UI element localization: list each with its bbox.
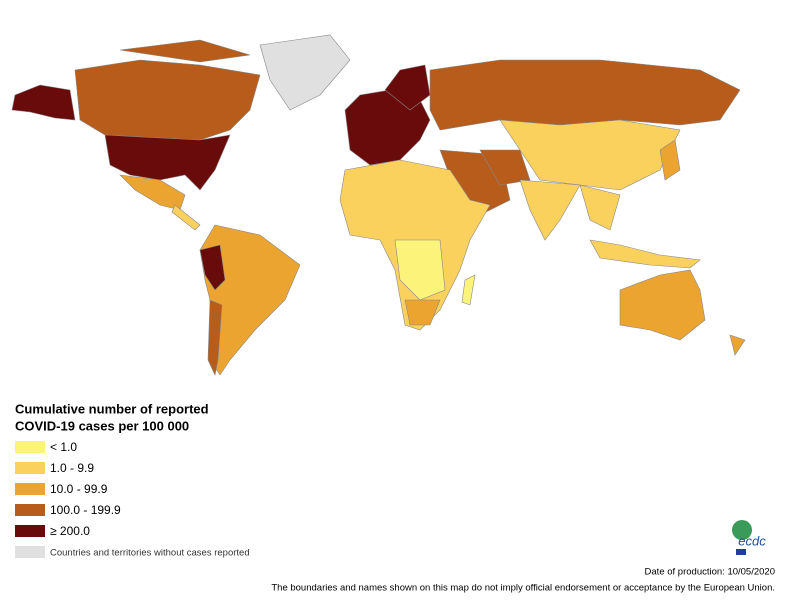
- region: [619, 269, 706, 341]
- region: [479, 149, 531, 186]
- legend-swatch: [15, 483, 45, 495]
- legend-label: ≥ 200.0: [50, 524, 90, 538]
- region: [119, 39, 251, 63]
- eu-flag: [736, 549, 746, 555]
- region: [429, 59, 741, 131]
- logo-globe: [732, 520, 752, 540]
- region: [659, 139, 681, 181]
- logo: ecdc: [732, 520, 766, 555]
- region: [384, 64, 431, 111]
- legend-swatch: [15, 441, 45, 453]
- region: [74, 59, 261, 141]
- region: [499, 119, 681, 191]
- legend-swatch: [15, 525, 45, 537]
- legend-title: Cumulative number of reported: [15, 401, 209, 416]
- region: [589, 239, 701, 269]
- region: [199, 224, 301, 376]
- legend-swatch: [15, 462, 45, 474]
- region: [394, 239, 446, 301]
- region: [207, 299, 223, 376]
- legend: Cumulative number of reported COVID-19 c…: [15, 401, 250, 559]
- legend-title: COVID-19 cases per 100 000: [15, 418, 189, 433]
- region: [729, 334, 746, 356]
- region: [104, 134, 231, 191]
- legend-label: 10.0 - 99.9: [50, 482, 108, 496]
- production-date: Date of production: 10/05/2020: [645, 567, 775, 578]
- region: [259, 34, 351, 111]
- disclaimer: The boundaries and names shown on this m…: [271, 583, 775, 594]
- legend-label: < 1.0: [50, 440, 77, 454]
- logo-text: ecdc: [738, 533, 766, 548]
- region: [119, 174, 186, 211]
- legend-swatch: [15, 546, 45, 558]
- legend-swatch: [15, 504, 45, 516]
- region: [461, 274, 476, 306]
- world-map: [11, 34, 746, 376]
- region: [404, 299, 441, 326]
- region: [199, 244, 226, 291]
- legend-label: 100.0 - 199.9: [50, 503, 121, 517]
- region: [579, 184, 621, 231]
- region: [171, 204, 201, 231]
- region: [519, 179, 581, 241]
- region: [11, 84, 76, 121]
- legend-label: Countries and territories without cases …: [50, 548, 250, 559]
- legend-label: 1.0 - 9.9: [50, 461, 94, 475]
